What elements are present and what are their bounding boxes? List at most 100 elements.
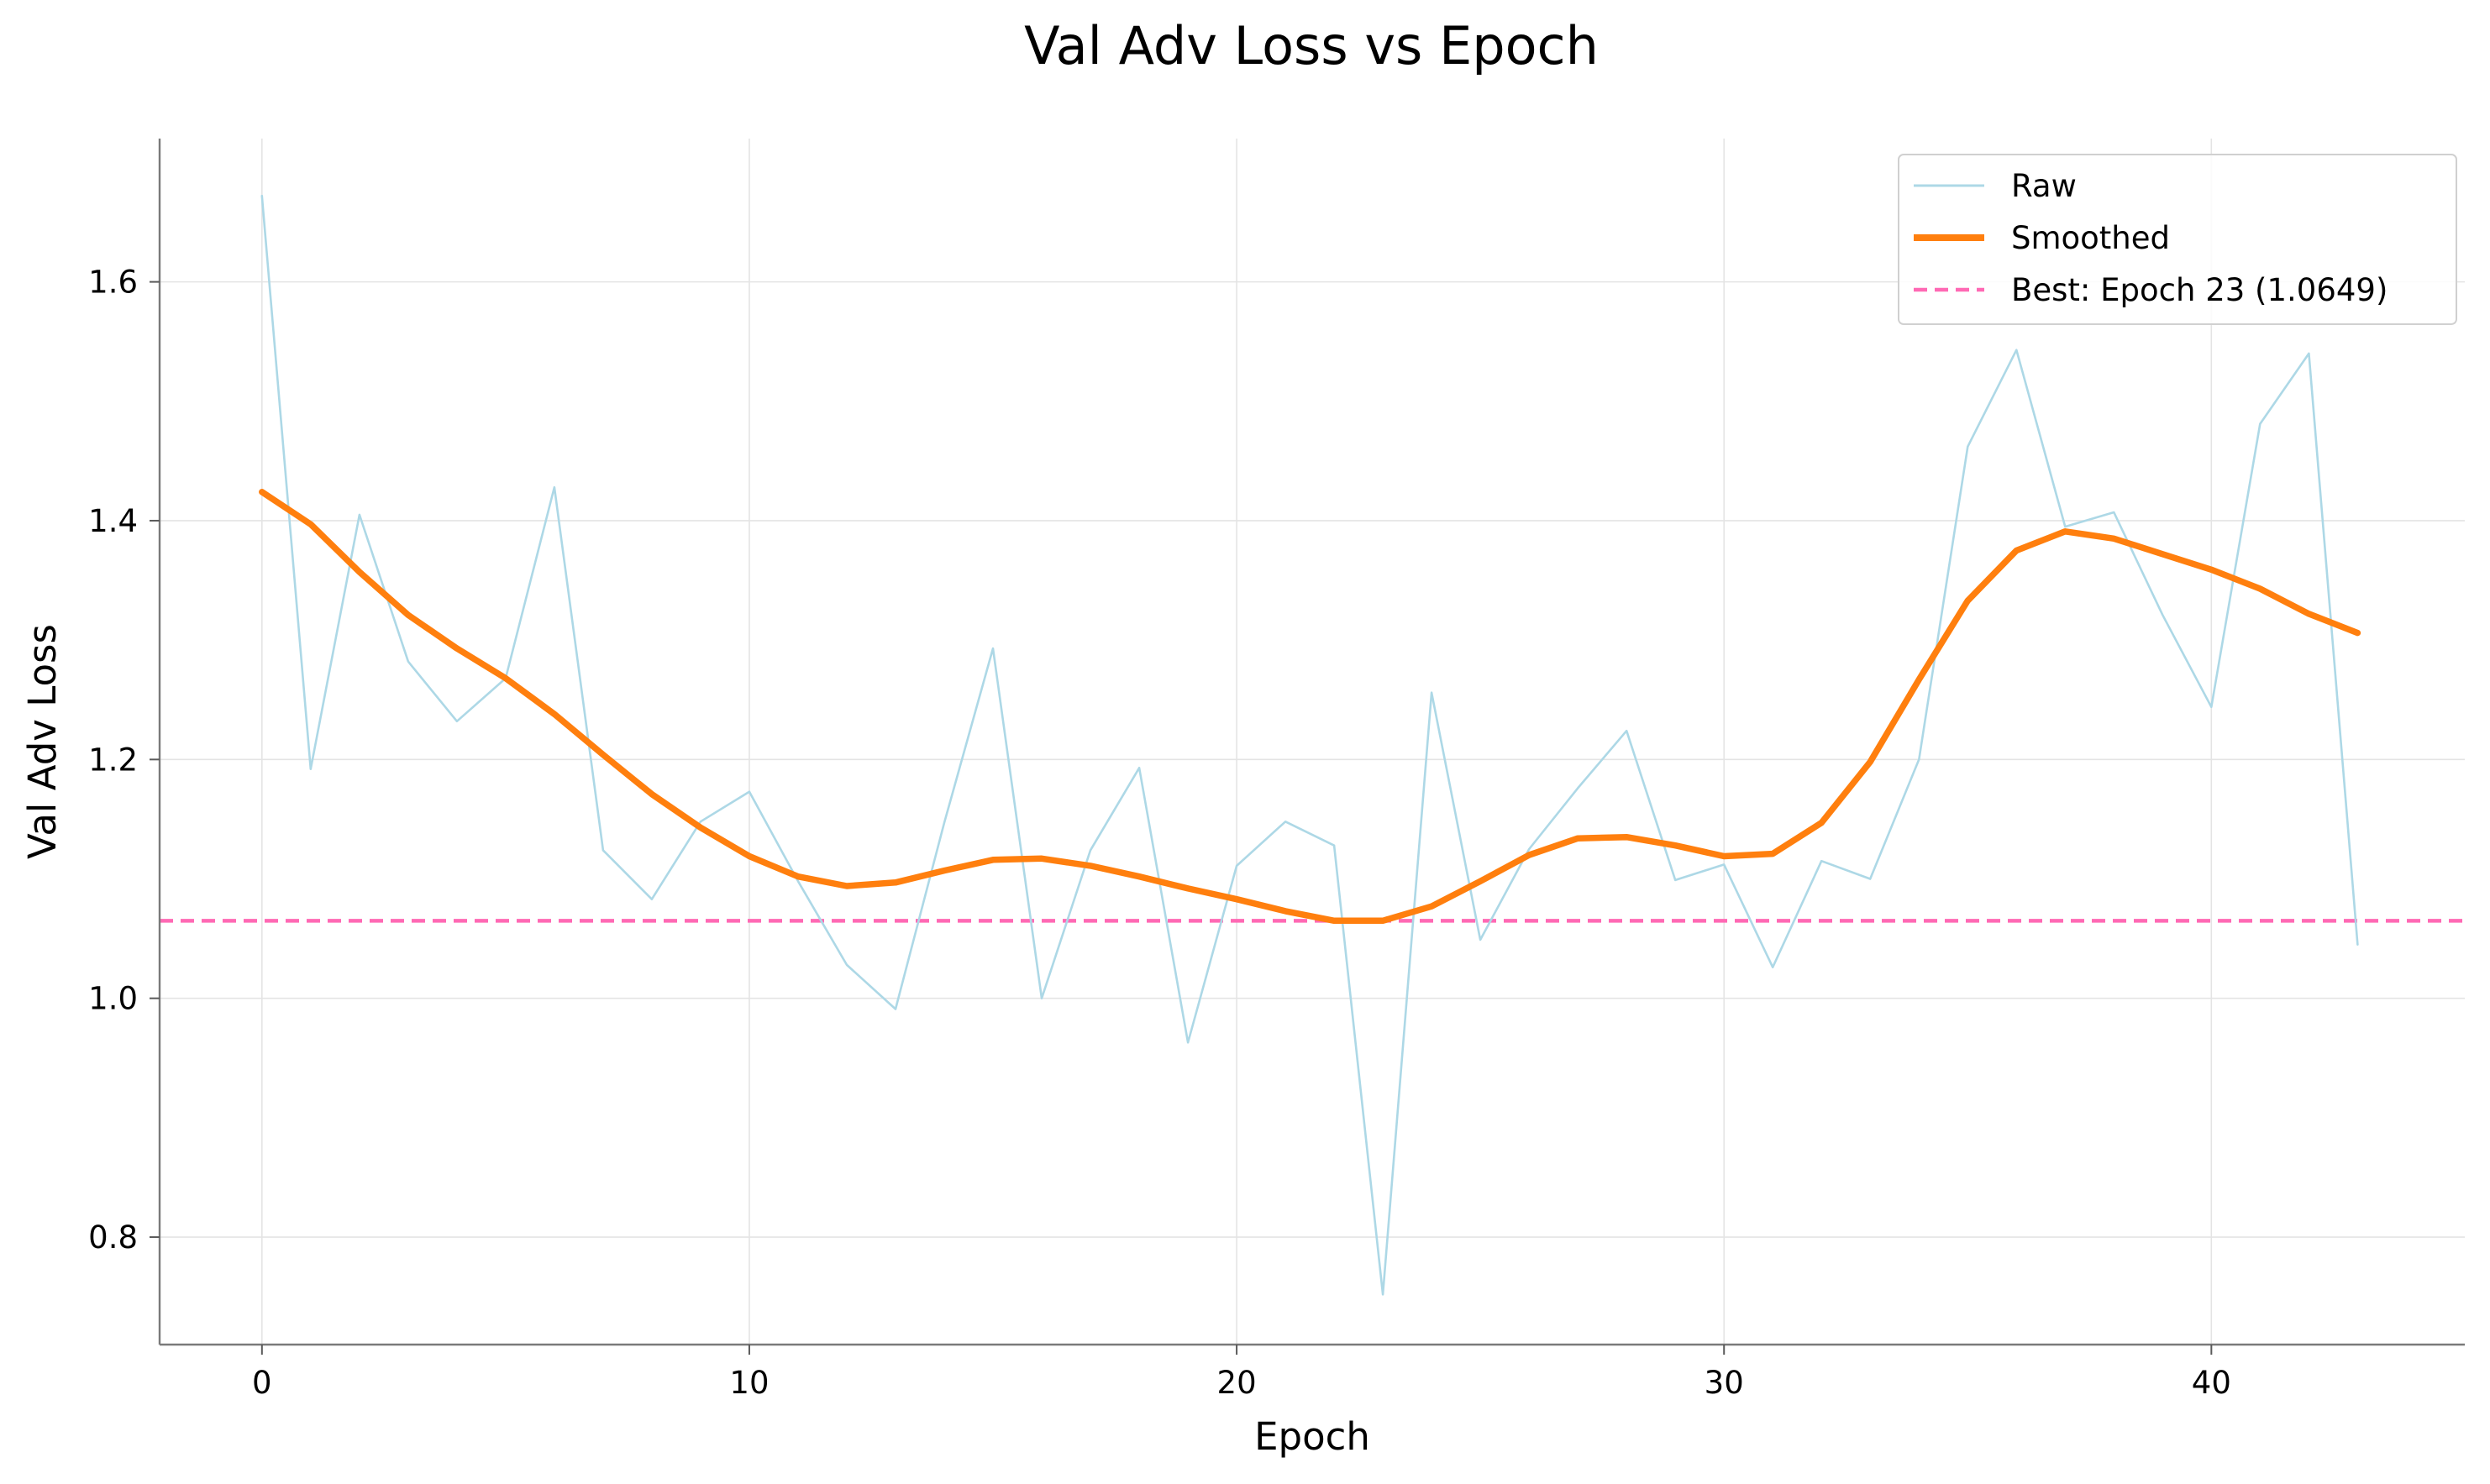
data-point-raw [796, 879, 800, 883]
data-point-smoothed [1527, 853, 1531, 857]
data-point-smoothed [260, 490, 264, 494]
data-point-raw [894, 1008, 897, 1011]
data-point-smoothed [2307, 612, 2310, 616]
data-point-raw [1673, 878, 1677, 882]
y-axis-ticks: 0.8 1.0 1.2 1.4 1.6 [88, 265, 160, 1256]
y-tick-label: 0.8 [88, 1219, 138, 1256]
y-axis-label: Val Adv Loss [20, 624, 65, 859]
data-point-smoothed [845, 884, 848, 888]
data-point-smoothed [1722, 855, 1726, 858]
y-tick-label: 1.4 [88, 503, 138, 539]
data-point-raw [1576, 786, 1579, 789]
series-layer [259, 194, 2361, 1296]
x-axis-ticks: 0 10 20 30 40 [252, 1345, 2231, 1401]
data-point-raw [845, 963, 848, 967]
data-point-raw [358, 513, 361, 517]
data-point-raw [1771, 966, 1774, 969]
data-point-raw [1137, 766, 1141, 769]
data-point-smoothed [601, 753, 605, 757]
legend-label-raw: Raw [2011, 168, 2077, 204]
series-points-raw [260, 194, 2360, 1296]
data-point-smoothed [1479, 879, 1482, 883]
data-point-smoothed [2161, 553, 2164, 556]
x-tick-label: 10 [729, 1365, 769, 1401]
data-point-raw [1722, 863, 1726, 866]
legend: Raw Smoothed Best: Epoch 23 (1.0649) [1898, 154, 2457, 325]
data-point-smoothed [1089, 864, 1092, 868]
legend-label-smoothed: Smoothed [2011, 220, 2170, 256]
data-point-raw [1186, 1041, 1190, 1044]
data-point-smoothed [796, 875, 800, 878]
data-point-raw [2063, 525, 2067, 528]
data-point-raw [1089, 848, 1092, 852]
data-point-raw [1381, 1293, 1384, 1296]
data-point-raw [1332, 844, 1336, 847]
data-point-raw [2356, 943, 2359, 947]
data-point-smoothed [1235, 898, 1238, 901]
data-point-raw [699, 820, 702, 823]
data-point-raw [1625, 729, 1628, 732]
y-tick-label: 1.0 [88, 981, 138, 1017]
data-point-smoothed [1040, 857, 1043, 860]
x-tick-label: 30 [1705, 1365, 1744, 1401]
data-point-smoothed [309, 522, 313, 526]
data-point-raw [2258, 422, 2261, 426]
data-point-raw [991, 647, 995, 650]
data-point-smoothed [358, 570, 361, 574]
data-point-smoothed [1917, 678, 1920, 681]
data-point-smoothed [1673, 844, 1677, 847]
data-point-smoothed [407, 613, 410, 616]
x-tick-label: 0 [252, 1365, 272, 1401]
data-point-smoothed [1820, 821, 1823, 825]
data-point-raw [943, 821, 946, 825]
data-point-raw [553, 485, 556, 489]
data-point-raw [455, 720, 459, 723]
data-point-raw [2015, 349, 2018, 352]
data-point-smoothed [455, 647, 459, 650]
data-point-smoothed [1868, 760, 1872, 763]
x-axis-label: Epoch [1254, 1414, 1370, 1459]
data-point-raw [1820, 859, 1823, 863]
data-point-raw [2307, 352, 2310, 355]
data-point-smoothed [650, 793, 654, 796]
data-point-smoothed [553, 712, 556, 716]
data-point-raw [1235, 864, 1238, 868]
data-point-raw [1868, 878, 1872, 881]
data-point-smoothed [748, 855, 751, 858]
data-point-raw [1966, 445, 1969, 448]
data-point-smoothed [1186, 887, 1190, 890]
data-point-smoothed [504, 677, 507, 680]
y-tick-label: 1.2 [88, 742, 138, 778]
data-point-smoothed [1625, 836, 1628, 839]
data-point-smoothed [1966, 599, 1969, 602]
x-tick-label: 40 [2192, 1365, 2231, 1401]
legend-label-best: Best: Epoch 23 (1.0649) [2011, 272, 2388, 308]
data-point-raw [309, 768, 313, 771]
data-point-raw [1527, 847, 1531, 851]
data-point-smoothed [943, 869, 946, 873]
series-line-raw [260, 194, 2359, 1296]
data-point-raw [1040, 997, 1043, 1000]
legend-box [1898, 154, 2457, 325]
data-point-smoothed [1771, 852, 1774, 856]
data-point-raw [1917, 758, 1920, 761]
data-point-smoothed [699, 826, 702, 829]
data-point-smoothed [1576, 836, 1579, 840]
data-point-smoothed [2063, 530, 2067, 533]
data-point-smoothed [2209, 568, 2213, 571]
data-point-raw [1430, 691, 1433, 695]
data-point-raw [407, 660, 410, 663]
data-point-raw [748, 790, 751, 794]
data-point-raw [1284, 820, 1287, 823]
chart-title: Val Adv Loss vs Epoch [1024, 15, 1599, 76]
data-point-raw [260, 194, 264, 197]
data-point-raw [2161, 613, 2164, 616]
data-point-smoothed [1332, 919, 1336, 922]
data-point-smoothed [2112, 537, 2115, 540]
data-point-smoothed [894, 881, 897, 884]
data-point-smoothed [1137, 875, 1141, 878]
data-point-raw [2112, 511, 2115, 514]
data-point-smoothed [1430, 905, 1433, 908]
x-tick-label: 20 [1217, 1365, 1257, 1401]
